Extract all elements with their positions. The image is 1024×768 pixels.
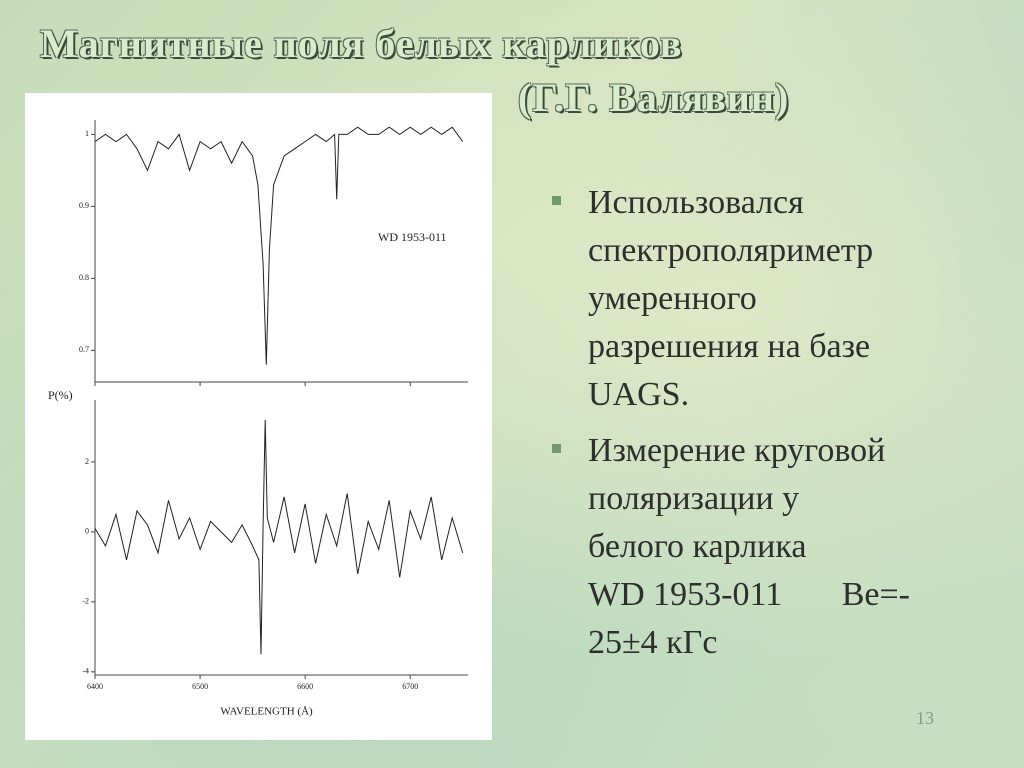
x-axis-label: WAVELENGTH (Å) bbox=[220, 706, 313, 718]
x-tick-label: 6600 bbox=[297, 682, 313, 691]
bullet-text: Измерение круговой bbox=[588, 432, 886, 469]
bullet-marker bbox=[552, 196, 561, 205]
y-tick-label: -4 bbox=[82, 667, 89, 676]
spectrum-line bbox=[94, 419, 464, 655]
y-tick-label: -2 bbox=[82, 597, 89, 606]
bullet-text: Использовался bbox=[588, 184, 804, 221]
x-tick-label: 6500 bbox=[192, 682, 208, 691]
y-tick-label: 2 bbox=[85, 457, 89, 466]
y-tick-label: 0.8 bbox=[79, 273, 89, 282]
bullet-marker bbox=[552, 444, 561, 453]
bullet-text: спектрополяриметр bbox=[588, 232, 874, 269]
x-tick-label: 6700 bbox=[402, 682, 418, 691]
y-tick-label: 0 bbox=[85, 527, 89, 536]
spectrum-line bbox=[94, 126, 464, 365]
slide-number: 13 bbox=[916, 708, 934, 728]
bullet-text: UAGS. bbox=[588, 376, 690, 413]
bullet-text: WD 1953-011 Be=- bbox=[588, 576, 910, 613]
bullet-text: умеренного bbox=[588, 280, 757, 317]
bullet-text: 25±4 кГс bbox=[588, 624, 718, 661]
x-tick-label: 6400 bbox=[87, 682, 103, 691]
y-tick-label: 0.9 bbox=[79, 201, 89, 210]
title: Магнитные поля белых карликов bbox=[40, 21, 683, 66]
title: (Г.Г. Валявин) bbox=[518, 75, 790, 120]
y-tick-label: 1 bbox=[85, 129, 89, 138]
annotation: WD 1953-011 bbox=[378, 230, 447, 244]
y-tick-label: 0.7 bbox=[79, 345, 89, 354]
bullet-text: разрешения на базе bbox=[588, 328, 871, 365]
bullet-text: белого карлика bbox=[588, 528, 807, 565]
y-axis-label: P(%) bbox=[48, 388, 73, 402]
bullet-text: поляризации у bbox=[588, 480, 800, 517]
